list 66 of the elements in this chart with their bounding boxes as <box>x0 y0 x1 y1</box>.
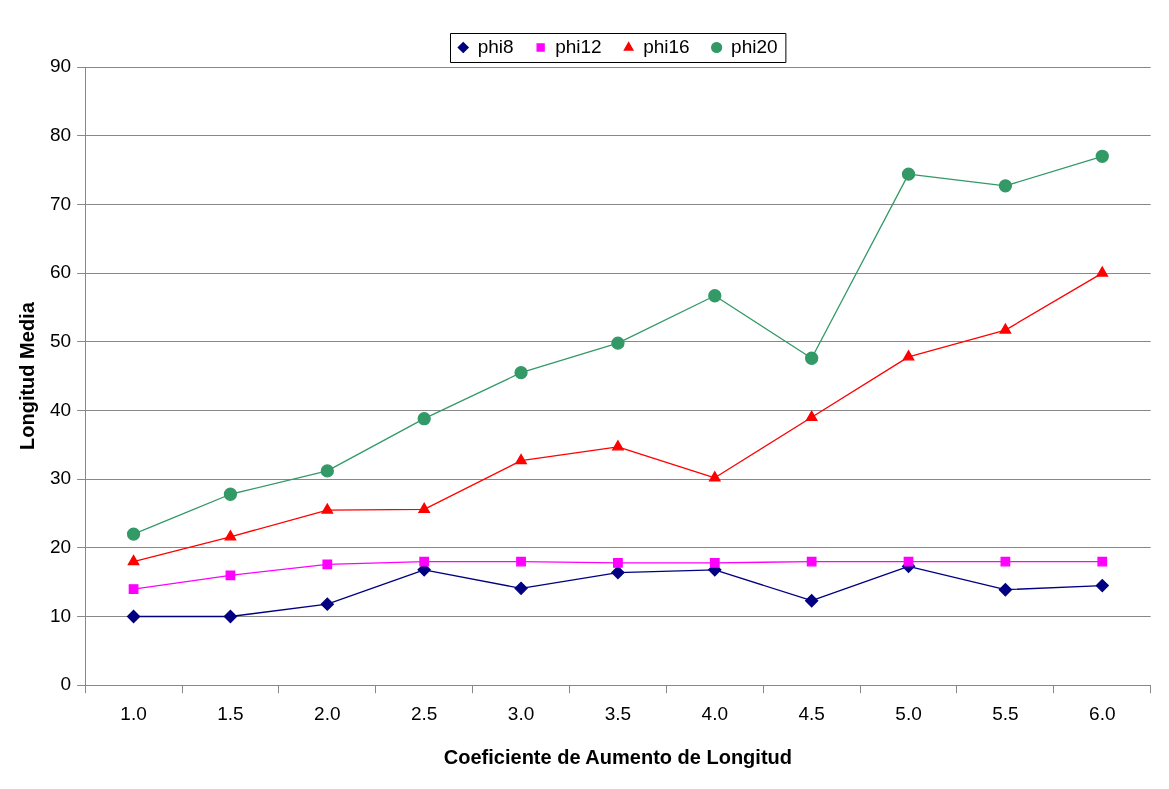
point <box>126 527 141 541</box>
x-tick-label: 1.5 <box>217 702 244 724</box>
point <box>805 351 819 365</box>
point <box>516 556 526 567</box>
y-tick-label: 60 <box>49 261 72 283</box>
legend-label: phi16 <box>643 35 690 57</box>
point <box>902 350 915 361</box>
point <box>417 412 431 426</box>
point <box>126 609 141 624</box>
y-tick-label: 20 <box>49 536 72 558</box>
point <box>419 556 430 567</box>
y-axis-title: Longitud Media <box>15 301 38 450</box>
legend-label: phi8 <box>477 35 514 57</box>
x-tick-label: 3.0 <box>507 702 535 724</box>
x-tick-label: 3.5 <box>604 702 632 724</box>
point <box>514 366 528 380</box>
point <box>223 487 238 501</box>
point <box>612 440 624 451</box>
point <box>998 583 1013 597</box>
y-tick-label: 80 <box>49 123 72 145</box>
legend-label: phi12 <box>555 35 602 57</box>
y-tick-label: 50 <box>49 329 72 351</box>
x-tick-label: 2.5 <box>410 702 438 724</box>
point <box>613 558 623 568</box>
y-tick-label: 30 <box>49 467 72 489</box>
legend-label: phi20 <box>731 35 778 57</box>
y-tick-label: 10 <box>49 604 72 626</box>
point <box>805 410 818 421</box>
point <box>805 594 819 608</box>
point <box>709 558 720 568</box>
point <box>901 167 916 181</box>
point <box>322 559 333 570</box>
point <box>1097 556 1108 567</box>
point <box>611 565 625 580</box>
point <box>515 453 527 465</box>
y-tick-label: 0 <box>60 673 72 695</box>
point <box>225 570 236 581</box>
x-tick-label: 5.5 <box>992 702 1019 724</box>
point <box>223 609 238 624</box>
point <box>1095 149 1109 163</box>
point <box>224 530 237 541</box>
x-tick-label: 6.0 <box>1089 702 1116 724</box>
point <box>418 502 431 514</box>
point <box>999 323 1012 334</box>
point <box>708 471 721 482</box>
point <box>708 289 722 303</box>
point <box>1095 578 1109 593</box>
point <box>1096 266 1109 277</box>
point <box>514 581 528 595</box>
x-tick-label: 4.0 <box>701 702 728 724</box>
x-tick-label: 5.0 <box>895 702 922 724</box>
x-tick-label: 1.0 <box>120 702 147 724</box>
x-tick-label: 2.0 <box>314 702 341 724</box>
point <box>320 464 334 478</box>
x-tick-label: 4.5 <box>798 702 825 724</box>
y-tick-label: 40 <box>49 398 72 420</box>
point <box>127 554 140 566</box>
point <box>611 336 625 350</box>
point <box>128 584 139 594</box>
x-axis-title: Coeficiente de Aumento de Longitud <box>443 745 792 768</box>
point <box>321 503 334 514</box>
point <box>320 597 334 611</box>
point <box>998 179 1013 193</box>
y-tick-label: 70 <box>49 192 72 214</box>
point <box>806 556 817 567</box>
y-tick-label: 90 <box>49 55 72 77</box>
